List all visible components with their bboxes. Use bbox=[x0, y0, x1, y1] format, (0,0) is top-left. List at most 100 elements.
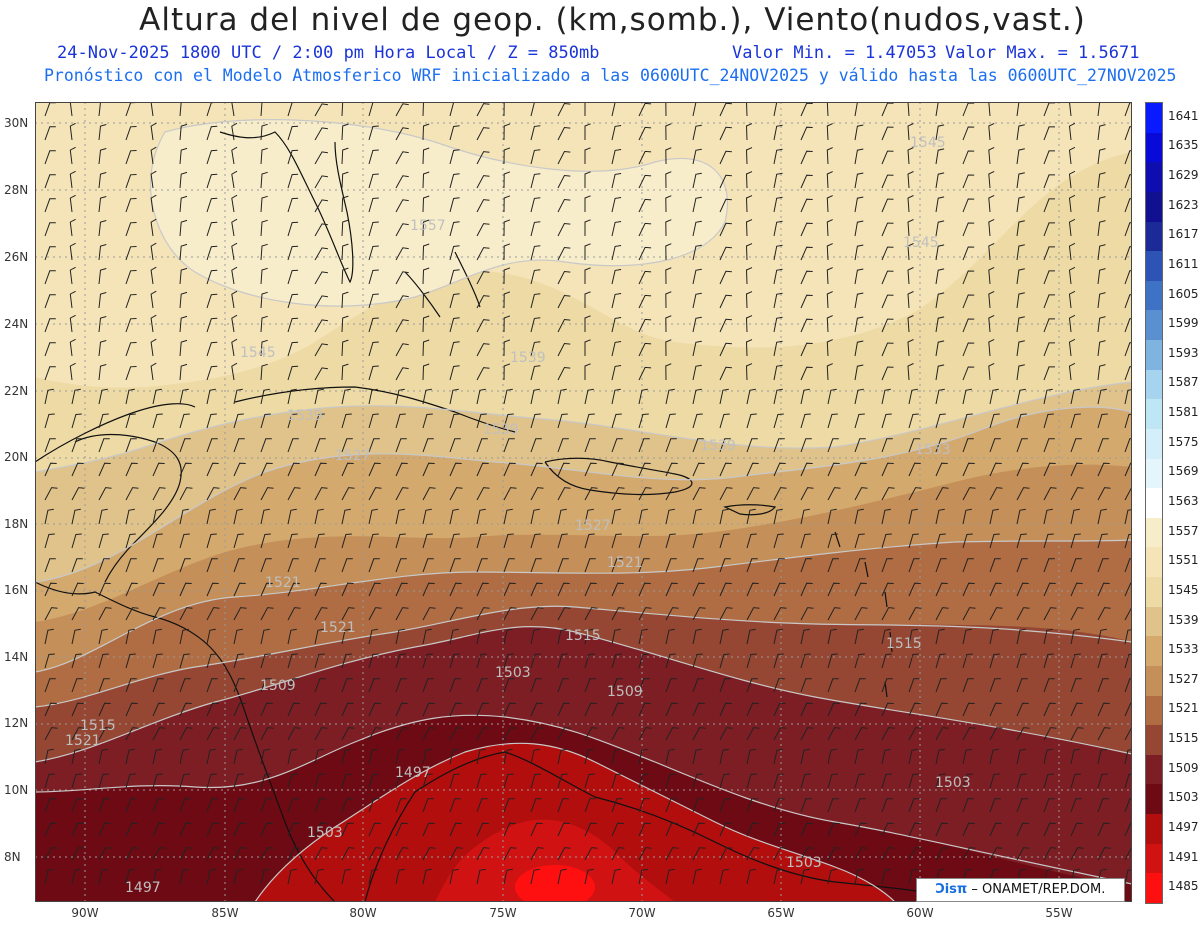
wind-barb bbox=[314, 773, 325, 789]
wind-barb bbox=[908, 582, 921, 597]
colorbar-swatch bbox=[1146, 873, 1162, 904]
wind-barb bbox=[908, 388, 918, 405]
wind-barb bbox=[125, 462, 138, 477]
wind-barb bbox=[584, 413, 595, 429]
wind-barb bbox=[881, 174, 894, 189]
wind-barb bbox=[449, 653, 460, 669]
wind-barb bbox=[962, 388, 972, 405]
wind-barb bbox=[206, 221, 218, 237]
wind-barb bbox=[341, 558, 353, 573]
wind-barb bbox=[557, 822, 570, 837]
wind-barb bbox=[557, 847, 571, 861]
wind-barb bbox=[746, 533, 757, 549]
wind-barb bbox=[1124, 822, 1132, 837]
wind-barb bbox=[665, 727, 679, 741]
wind-barb bbox=[314, 487, 328, 501]
wind-barb bbox=[962, 150, 975, 165]
wind-barb bbox=[800, 342, 813, 357]
wind-barb bbox=[233, 607, 247, 621]
colorbar-label: 1599 bbox=[1168, 316, 1199, 331]
wind-barb bbox=[368, 197, 379, 213]
wind-barb bbox=[746, 438, 758, 453]
wind-barb bbox=[125, 222, 137, 237]
wind-barb bbox=[44, 558, 56, 573]
wind-barb bbox=[719, 822, 732, 837]
wind-barb bbox=[287, 748, 297, 765]
wind-barb bbox=[638, 678, 650, 693]
wind-barb bbox=[1016, 847, 1030, 861]
wind-barb bbox=[1097, 822, 1110, 837]
wind-barb bbox=[881, 388, 891, 405]
wind-barb bbox=[826, 243, 833, 261]
wind-barb bbox=[988, 362, 995, 381]
lon-label: 70W bbox=[628, 906, 656, 920]
wind-barb bbox=[584, 653, 595, 669]
wind-barb bbox=[638, 388, 648, 405]
coast-gulf-mexico bbox=[35, 403, 196, 463]
wind-barb bbox=[476, 367, 490, 381]
wind-barb bbox=[125, 702, 138, 717]
wind-barb bbox=[476, 582, 489, 597]
wind-barb bbox=[988, 170, 995, 189]
wind-barb bbox=[233, 462, 246, 477]
wind-barb bbox=[341, 798, 353, 813]
wind-barb bbox=[287, 607, 301, 621]
wind-barb bbox=[368, 245, 379, 261]
wind-barb bbox=[98, 628, 108, 645]
wind-barb bbox=[449, 508, 459, 525]
wind-barb bbox=[503, 558, 515, 573]
wind-barb bbox=[98, 316, 107, 333]
wind-barb bbox=[881, 270, 894, 285]
wind-barb bbox=[989, 748, 999, 765]
wind-barb bbox=[206, 438, 218, 453]
wind-barb bbox=[476, 223, 490, 237]
wind-barb bbox=[773, 268, 783, 285]
wind-barb bbox=[44, 222, 56, 237]
wind-barb bbox=[150, 242, 157, 261]
wind-barb bbox=[854, 413, 865, 429]
wind-barb bbox=[422, 748, 432, 765]
wind-barb bbox=[476, 773, 487, 789]
wind-barb bbox=[231, 290, 238, 309]
wind-barb bbox=[907, 147, 914, 165]
wind-barb bbox=[395, 413, 406, 429]
wind-barb bbox=[341, 315, 349, 333]
wind-barb bbox=[125, 174, 137, 189]
contour-label: 1521 bbox=[65, 733, 101, 749]
subtitle-min-value: Valor Min. = 1.47053 bbox=[732, 43, 937, 63]
wind-barb bbox=[368, 653, 379, 669]
wind-barb bbox=[584, 508, 594, 525]
credit-text: – ONAMET/REP.DOM. bbox=[967, 882, 1106, 897]
wind-barb bbox=[746, 868, 756, 885]
wind-barb bbox=[1097, 533, 1108, 549]
wind-barb bbox=[231, 338, 238, 357]
wind-barb bbox=[71, 438, 83, 453]
wind-barb bbox=[988, 242, 995, 261]
wind-barb bbox=[1097, 773, 1108, 789]
wind-barb bbox=[854, 388, 864, 405]
wind-barb bbox=[98, 148, 107, 165]
colorbar-swatch bbox=[1146, 517, 1162, 548]
wind-barb bbox=[908, 438, 920, 453]
wind-barb bbox=[935, 316, 945, 333]
wind-barb bbox=[1043, 150, 1055, 165]
wind-barb bbox=[449, 798, 461, 813]
wind-barb bbox=[557, 246, 571, 261]
wind-barb bbox=[206, 847, 220, 861]
wind-barb bbox=[746, 462, 759, 477]
wind-barb bbox=[368, 221, 379, 237]
wind-barb bbox=[1097, 340, 1106, 357]
wind-barb bbox=[69, 170, 76, 189]
wind-barb bbox=[800, 270, 813, 285]
wind-barb bbox=[503, 868, 513, 885]
wind-barb bbox=[69, 362, 76, 381]
wind-barb bbox=[962, 748, 972, 765]
wind-barb bbox=[449, 487, 463, 501]
wind-barb bbox=[206, 245, 218, 261]
wind-barb bbox=[98, 438, 110, 453]
wind-barb bbox=[206, 773, 217, 789]
wind-barb bbox=[557, 388, 567, 405]
wind-barb bbox=[98, 533, 109, 549]
wind-barb bbox=[368, 702, 381, 717]
wind-barb bbox=[611, 847, 625, 861]
